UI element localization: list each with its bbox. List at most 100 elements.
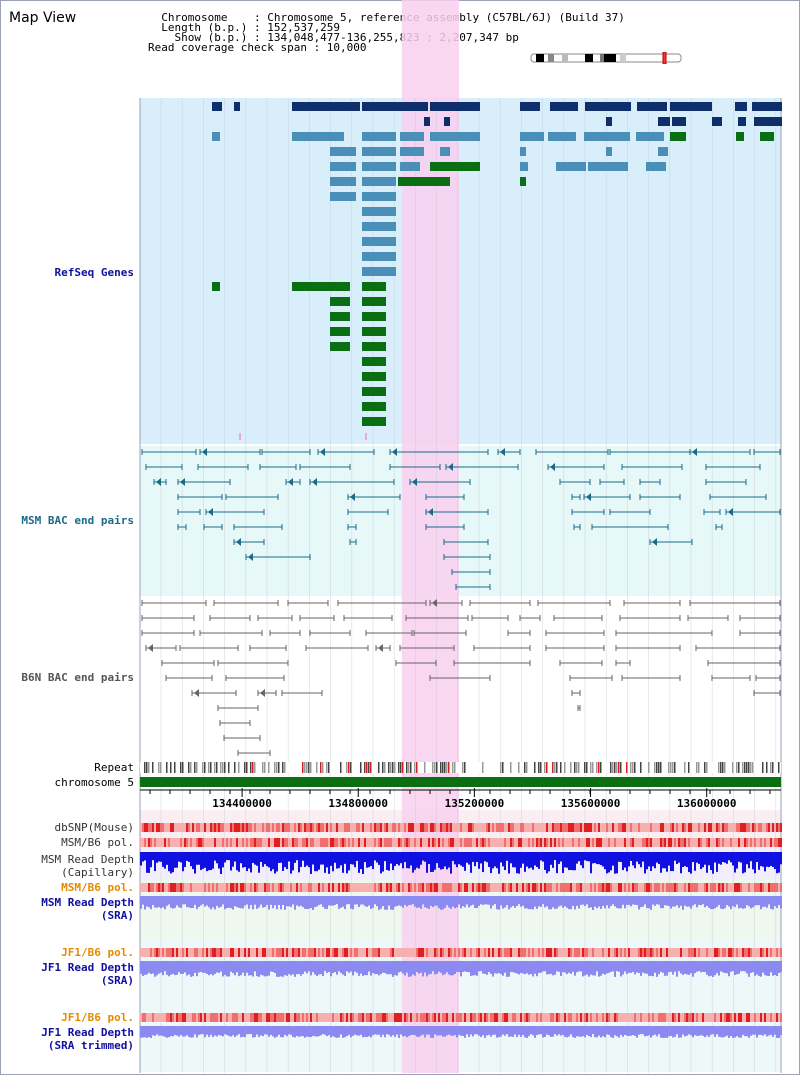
dbsnp-mark [144,823,146,832]
msm-depth-cap-bar [446,852,448,870]
jf1-depth-trim-bar [610,1026,612,1038]
jf1-b6-pol-trim-mark [592,1013,594,1022]
b6n-bac-pair-arrow [194,689,199,697]
gene-feature [588,162,628,171]
msm-b6-pol-sra-mark [202,883,204,892]
msm-depth-cap-bar [626,852,628,872]
msm-depth-sra-bar [342,896,344,907]
jf1-b6-pol-trim-mark [420,1013,422,1022]
msm-b6-pol-mark [476,838,478,847]
jf1-b6-pol-mark [756,948,758,957]
msm-b6-pol-sra-mark [472,883,474,892]
jf1-depth-sra-bar [422,961,424,977]
jf1-depth-trim-bar [528,1026,530,1037]
jf1-b6-pol-trim-mark [494,1013,496,1022]
msm-depth-sra-bar [654,896,656,906]
msm-b6-pol-mark [364,838,366,847]
gene-arrow [430,132,435,141]
msm-b6-pol-mark [464,838,466,847]
jf1-depth-trim-bar [284,1026,286,1035]
msm-depth-cap-bar [570,852,572,870]
jf1-depth-trim-bar [248,1026,250,1035]
jf1-depth-trim-bar [584,1026,586,1038]
msm-depth-sra-bar [760,896,762,910]
msm-depth-sra-bar [170,896,172,908]
dbsnp-mark [390,823,392,832]
repeat-mark [660,762,662,773]
dbsnp-mark [512,823,514,832]
msm-b6-pol-sra-mark [646,883,648,892]
jf1-depth-trim-bar [588,1026,590,1036]
jf1-depth-trim-bar [234,1026,236,1038]
jf1-depth-sra-bar [232,961,234,974]
jf1-depth-trim-bar [344,1026,346,1038]
msm-b6-pol-mark [450,838,452,847]
dbsnp-mark [542,823,544,832]
repeat-mark [310,762,312,773]
msm-depth-cap-bar [776,852,778,874]
msm-b6-pol-mark [316,838,318,847]
repeat-mark [750,762,752,773]
msm-b6-pol-mark [444,838,446,847]
msm-b6-pol-sra-mark [606,883,608,892]
jf1-depth-sra-bar [530,961,532,974]
jf1-depth-trim-bar [260,1026,262,1036]
b6n-bac-pair-end [413,630,467,636]
msm-depth-sra-bar [326,896,328,910]
jf1-b6-pol-trim-mark [432,1013,434,1022]
msm-b6-pol-mark [756,838,758,847]
msm-b6-pol-mark [758,838,760,847]
msm-b6-pol-sra-mark [624,883,626,892]
gene-arrow [424,117,429,126]
jf1-b6-pol-mark [582,948,584,957]
msm-depth-sra-bar [508,896,510,910]
jf1-b6-pol-trim-mark [552,1013,554,1022]
dbsnp-mark [648,823,650,832]
msm-depth-sra-bar [474,896,476,909]
repeat-mark [452,762,454,773]
jf1-b6-pol-mark [286,948,288,957]
repeat-mark [400,762,402,773]
jf1-b6-pol-mark [482,948,484,957]
jf1-depth-trim-bar [280,1026,282,1038]
jf1-b6-pol-mark [156,948,158,957]
msm-depth-sra-bar [728,896,730,907]
jf1-depth-sra-bar [236,961,238,973]
msm-b6-pol-mark [718,838,720,847]
msm-depth-cap-bar [274,852,276,874]
msm-b6-pol-mark [662,838,664,847]
jf1-depth-trim-bar [744,1026,746,1037]
jf1-depth-sra-bar [756,961,758,975]
msm-depth-sra-bar [600,896,602,909]
jf1-depth-sra-bar [634,961,636,975]
msm-b6-pol-sra-mark [532,883,534,892]
dbsnp-mark [630,823,632,832]
jf1-b6-pol-mark [718,948,720,957]
jf1-b6-pol-trim-mark [598,1013,600,1022]
jf1-b6-pol-trim-mark [166,1013,168,1022]
msm-b6-pol-mark [342,838,344,847]
msm-depth-cap-bar [396,852,398,865]
jf1-depth-trim-bar [432,1026,434,1038]
msm-depth-cap-bar [524,852,526,872]
msm-b6-pol-mark [738,838,740,847]
gene-arrow [362,252,367,261]
jf1-b6-pol-trim-mark [746,1013,748,1022]
jf1-b6-pol-trim-mark [624,1013,626,1022]
jf1-b6-pol-mark [340,948,342,957]
gene-arrow [550,102,555,111]
jf1-b6-pol-mark [560,948,562,957]
jf1-b6-pol-trim-mark [402,1013,404,1022]
msm-b6-pol-sra-mark [344,883,346,892]
jf1-b6-pol-trim-mark [596,1013,598,1022]
jf1-b6-pol-mark [544,948,546,957]
chromosome-ideogram[interactable] [530,52,682,64]
jf1-b6-pol-trim-mark [446,1013,448,1022]
msm-b6-pol-sra-mark [440,883,442,892]
msm-depth-cap-bar [598,852,600,865]
msm-b6-pol-sra-mark [590,883,592,892]
msm-depth-cap-bar [746,852,748,865]
jf1-depth-sra-bar [266,961,268,977]
jf1-b6-pol-mark [558,948,560,957]
